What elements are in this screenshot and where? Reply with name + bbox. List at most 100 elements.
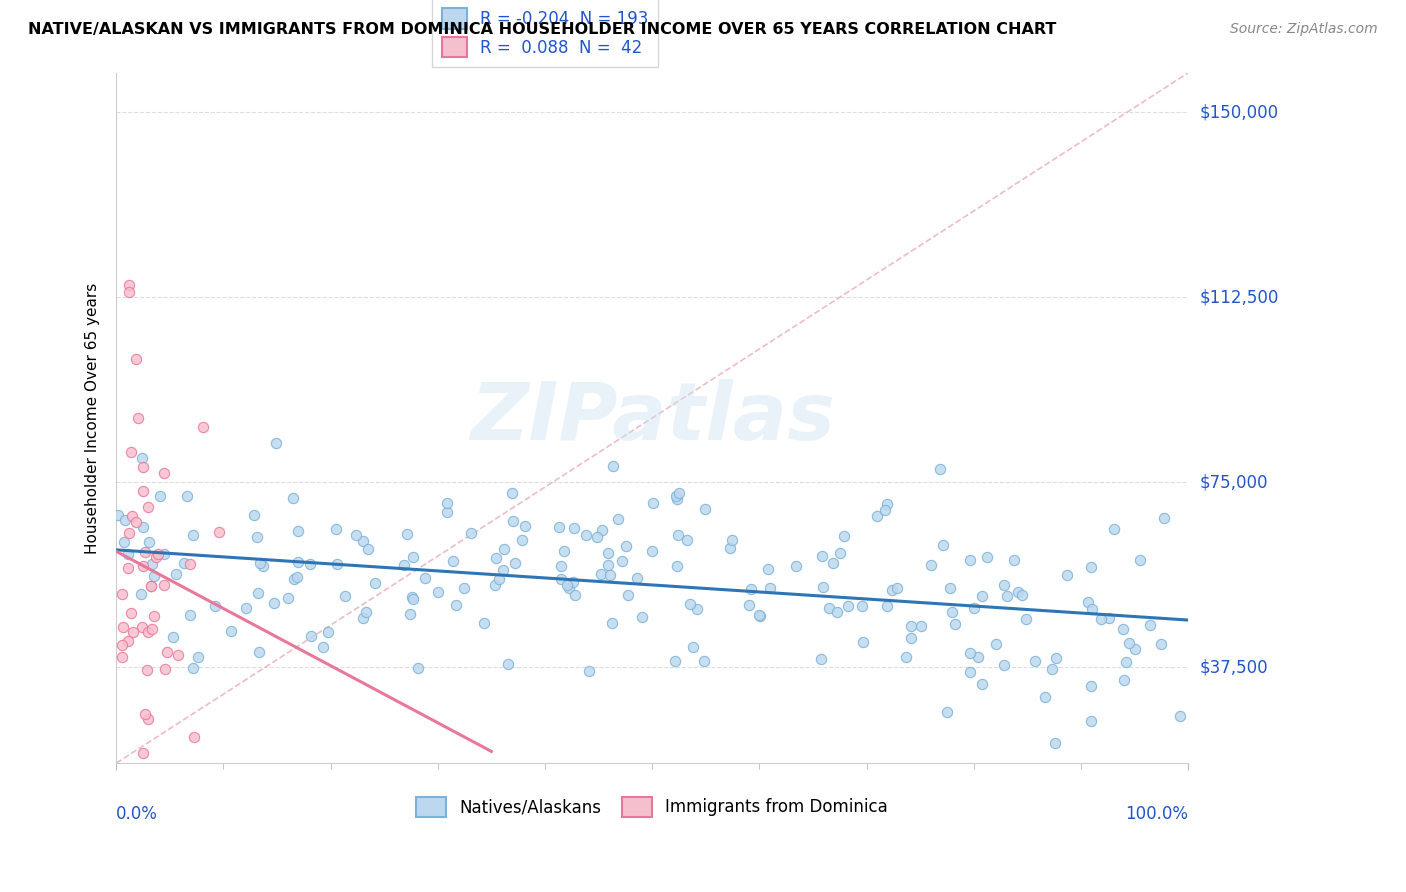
Point <box>132 520 155 534</box>
Point <box>876 497 898 511</box>
Point <box>402 549 425 564</box>
Point <box>1115 655 1137 669</box>
Point <box>1081 601 1104 615</box>
Point <box>492 563 515 577</box>
Point <box>993 658 1015 673</box>
Point <box>287 555 309 569</box>
Point <box>721 533 744 547</box>
Point <box>136 712 159 726</box>
Point <box>120 606 142 620</box>
Point <box>204 599 226 614</box>
Point <box>617 588 640 602</box>
Point <box>1098 611 1121 625</box>
Point <box>880 582 903 597</box>
Point <box>810 652 832 666</box>
Point <box>136 625 159 640</box>
Point <box>748 608 770 623</box>
Point <box>986 637 1008 651</box>
Point <box>959 553 981 567</box>
Point <box>976 550 998 565</box>
Point <box>441 554 464 568</box>
Point <box>187 649 209 664</box>
Point <box>612 554 634 568</box>
Point <box>1011 588 1033 602</box>
Point <box>153 467 176 481</box>
Point <box>910 619 932 633</box>
Point <box>995 589 1018 603</box>
Point <box>555 578 578 592</box>
Point <box>1112 622 1135 636</box>
Point <box>1129 553 1152 567</box>
Point <box>1153 510 1175 524</box>
Point <box>851 599 873 613</box>
Point <box>578 665 600 679</box>
Point <box>249 556 271 570</box>
Point <box>1123 642 1146 657</box>
Point <box>134 545 156 559</box>
Point <box>146 547 169 561</box>
Point <box>129 587 152 601</box>
Point <box>173 557 195 571</box>
Point <box>474 615 496 630</box>
Point <box>1043 736 1066 750</box>
Point <box>502 514 524 528</box>
Text: 0.0%: 0.0% <box>117 805 157 822</box>
Point <box>756 562 779 576</box>
Point <box>246 530 269 544</box>
Point <box>396 527 419 541</box>
Y-axis label: Householder Income Over 65 years: Householder Income Over 65 years <box>86 283 100 554</box>
Point <box>513 519 536 533</box>
Point <box>127 411 149 425</box>
Point <box>941 605 963 619</box>
Point <box>436 506 458 520</box>
Point <box>132 460 155 475</box>
Point <box>149 489 172 503</box>
Point <box>131 620 153 634</box>
Point <box>748 609 770 624</box>
Point <box>932 538 955 552</box>
Point <box>134 707 156 722</box>
Point <box>668 486 690 500</box>
Point <box>825 605 848 619</box>
Point <box>242 508 264 522</box>
Point <box>165 566 187 581</box>
Point <box>153 547 176 561</box>
Point <box>298 558 321 572</box>
Text: $75,000: $75,000 <box>1199 473 1268 491</box>
Point <box>785 559 807 574</box>
Point <box>631 610 654 624</box>
Point <box>1077 595 1099 609</box>
Point <box>1045 650 1067 665</box>
Point <box>117 561 139 575</box>
Point <box>132 746 155 760</box>
Point <box>283 572 305 586</box>
Point <box>959 665 981 679</box>
Point <box>1040 663 1063 677</box>
Point <box>453 582 475 596</box>
Point <box>553 544 575 558</box>
Point <box>1024 654 1046 668</box>
Point <box>562 521 585 535</box>
Point <box>505 556 527 570</box>
Point <box>929 462 952 476</box>
Point <box>589 567 612 582</box>
Point <box>498 657 520 672</box>
Point <box>120 445 142 459</box>
Point <box>614 539 637 553</box>
Point <box>693 654 716 668</box>
Point <box>548 520 571 534</box>
Point <box>695 502 717 516</box>
Point <box>352 610 374 624</box>
Point <box>676 533 699 547</box>
Point <box>325 523 347 537</box>
Point <box>873 503 896 517</box>
Point <box>679 597 702 611</box>
Text: ZIPatlas: ZIPatlas <box>470 379 835 457</box>
Point <box>132 559 155 574</box>
Point <box>413 571 436 585</box>
Point <box>118 277 141 292</box>
Point <box>117 547 139 561</box>
Point <box>1139 618 1161 632</box>
Point <box>153 662 176 676</box>
Point <box>585 530 607 544</box>
